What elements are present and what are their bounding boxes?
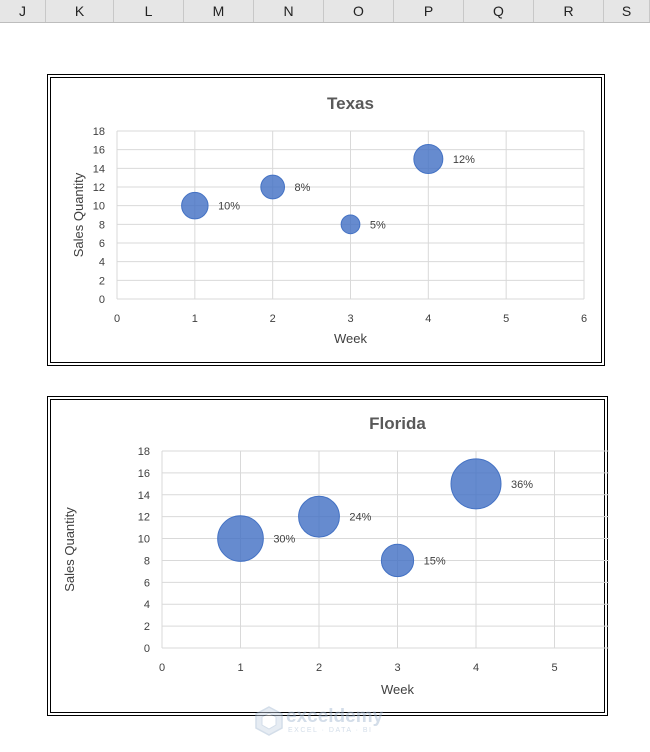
florida-chart[interactable]: 024681012141618012345630%24%15%36%Florid…: [47, 396, 609, 716]
chart-title: Florida: [369, 414, 426, 433]
florida-bubble-chart: 024681012141618012345630%24%15%36%Florid…: [62, 414, 609, 697]
bubble-point[interactable]: [340, 214, 361, 235]
x-tick-label: 0: [159, 662, 165, 674]
column-header-r[interactable]: R: [534, 0, 604, 22]
chart-frame: [50, 399, 605, 713]
watermark-tagline: EXCEL · DATA · BI: [288, 727, 373, 734]
exceldemy-logo-icon: [255, 706, 283, 736]
x-tick-label: 4: [425, 313, 431, 325]
bubble-data-label: 24%: [349, 512, 371, 524]
y-tick-label: 6: [144, 577, 150, 589]
chart-title: Texas: [327, 94, 374, 113]
bubble-point[interactable]: [380, 543, 415, 578]
bubble-point[interactable]: [181, 191, 209, 220]
column-header-s[interactable]: S: [604, 0, 650, 22]
y-tick-label: 10: [138, 534, 150, 546]
x-tick-label: 6: [581, 313, 587, 325]
y-tick-label: 0: [144, 643, 150, 655]
x-tick-label: 5: [503, 313, 509, 325]
y-tick-label: 4: [144, 599, 150, 611]
y-tick-label: 12: [138, 512, 150, 524]
bubble-point[interactable]: [217, 515, 264, 562]
bubble-point[interactable]: [450, 458, 502, 510]
y-axis-label: Sales Quantity: [62, 507, 77, 592]
bubble-data-label: 30%: [273, 534, 295, 546]
x-tick-label: 4: [473, 662, 479, 674]
y-axis-label: Sales Quantity: [71, 172, 86, 257]
column-header-o[interactable]: O: [324, 0, 394, 22]
bubble-data-label: 10%: [218, 201, 240, 213]
y-tick-label: 2: [144, 621, 150, 633]
y-tick-label: 0: [99, 294, 105, 306]
y-tick-label: 6: [99, 238, 105, 250]
texas-chart[interactable]: 0 2 4 6 8 10 12 14 16 18 0 1 2 3 4 5 6 10% 8% 5% 12% Texas Wee…: [47, 74, 605, 366]
y-tick-label: 18: [93, 126, 105, 138]
y-tick-label: 8: [144, 555, 150, 567]
x-tick-label: 3: [394, 662, 400, 674]
bubble-data-label: 15%: [424, 555, 446, 567]
y-tick-label: 8: [99, 219, 105, 231]
column-header-n[interactable]: N: [254, 0, 324, 22]
column-header-l[interactable]: L: [114, 0, 184, 22]
bubble-data-label: 8%: [295, 182, 311, 194]
y-tick-label: 2: [99, 275, 105, 287]
x-tick-label: 1: [237, 662, 243, 674]
bubble-data-label: 36%: [511, 479, 533, 491]
column-header-m[interactable]: M: [184, 0, 254, 22]
y-tick-label: 18: [138, 446, 150, 458]
chart-frame: [50, 77, 602, 363]
x-tick-label: 5: [551, 662, 557, 674]
bubble-point[interactable]: [260, 174, 286, 200]
column-header-q[interactable]: Q: [464, 0, 534, 22]
y-tick-label: 14: [93, 163, 105, 175]
y-tick-label: 4: [99, 257, 105, 269]
x-axis-label: Week: [334, 331, 367, 346]
x-tick-label: 3: [347, 313, 353, 325]
watermark-name: exceldemy: [286, 706, 384, 727]
y-tick-label: 16: [138, 468, 150, 480]
x-tick-label: 1: [192, 313, 198, 325]
column-header-j[interactable]: J: [0, 0, 46, 22]
y-tick-label: 14: [138, 490, 150, 502]
y-tick-label: 16: [93, 145, 105, 157]
y-tick-label: 10: [93, 201, 105, 213]
x-axis-label: Week: [381, 682, 414, 697]
column-header-k[interactable]: K: [46, 0, 114, 22]
x-tick-label: 2: [316, 662, 322, 674]
y-tick-label: 12: [93, 182, 105, 194]
bubble-point[interactable]: [413, 144, 444, 174]
bubble-data-label: 5%: [370, 219, 386, 231]
column-header-p[interactable]: P: [394, 0, 464, 22]
bubble-data-label: 12%: [453, 154, 475, 166]
x-tick-label: 0: [114, 313, 120, 325]
x-tick-label: 2: [270, 313, 276, 325]
exceldemy-watermark: exceldemy EXCEL · DATA · BI: [254, 704, 404, 740]
bubble-point[interactable]: [298, 495, 340, 538]
